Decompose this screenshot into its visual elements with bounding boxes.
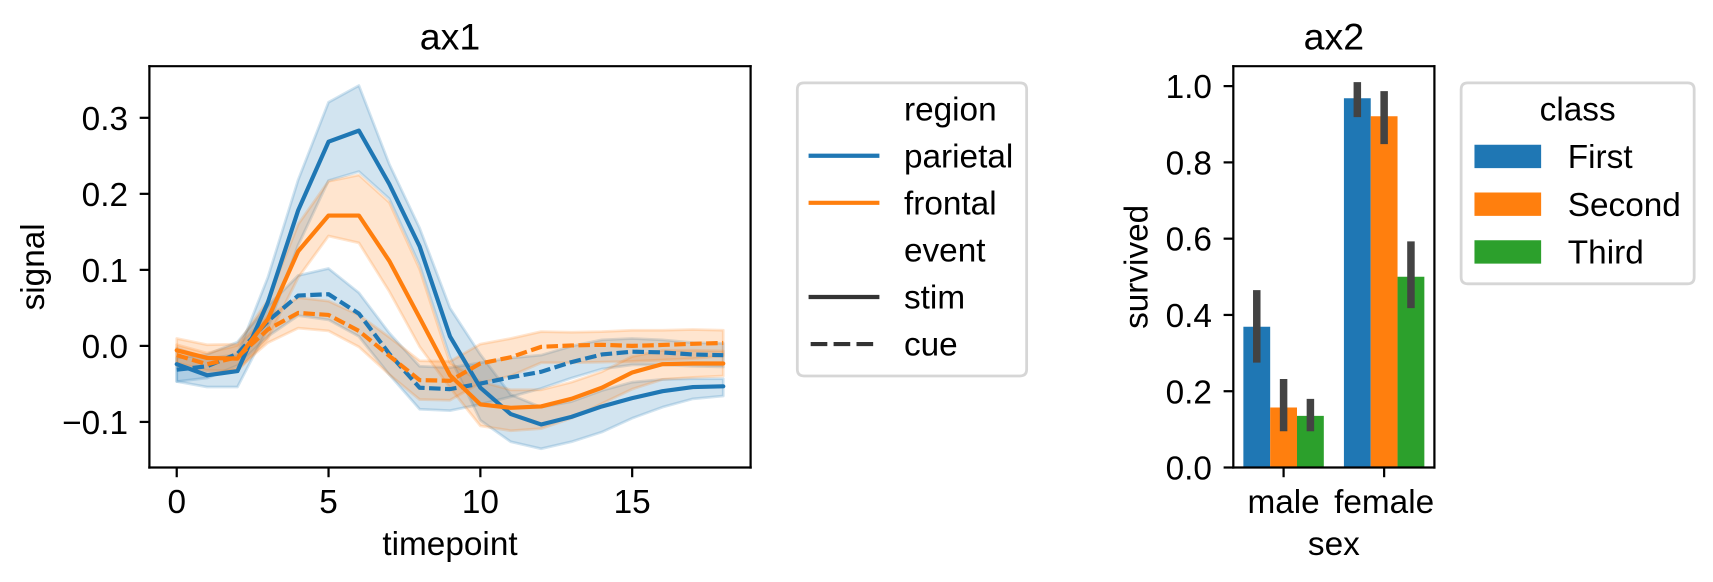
svg-text:10: 10: [462, 484, 499, 521]
svg-text:1.0: 1.0: [1166, 69, 1212, 106]
svg-text:Third: Third: [1568, 235, 1644, 272]
svg-text:signal: signal: [15, 223, 52, 310]
svg-text:male: male: [1247, 484, 1319, 521]
svg-text:cue: cue: [904, 327, 958, 364]
svg-text:0.3: 0.3: [82, 101, 128, 138]
svg-text:−0.1: −0.1: [62, 405, 128, 442]
svg-text:parietal: parietal: [904, 138, 1013, 175]
svg-text:0.2: 0.2: [82, 177, 128, 214]
svg-text:frontal: frontal: [904, 186, 997, 223]
svg-text:0.2: 0.2: [1166, 374, 1212, 411]
svg-text:sex: sex: [1308, 526, 1360, 563]
svg-text:class: class: [1540, 91, 1616, 128]
svg-text:0.0: 0.0: [1166, 451, 1212, 488]
svg-text:0.0: 0.0: [82, 329, 128, 366]
svg-text:survived: survived: [1119, 205, 1156, 329]
svg-text:0.1: 0.1: [82, 253, 128, 290]
svg-text:timepoint: timepoint: [382, 526, 518, 563]
svg-text:region: region: [904, 91, 997, 128]
svg-text:0.4: 0.4: [1166, 298, 1212, 335]
svg-text:5: 5: [319, 484, 338, 521]
svg-text:ax1: ax1: [420, 16, 480, 58]
svg-text:ax2: ax2: [1304, 16, 1364, 58]
svg-text:female: female: [1334, 484, 1434, 521]
svg-text:0: 0: [167, 484, 186, 521]
svg-text:Second: Second: [1568, 187, 1681, 224]
svg-text:stim: stim: [904, 280, 965, 317]
svg-text:First: First: [1568, 139, 1634, 176]
svg-text:event: event: [904, 233, 986, 270]
svg-text:0.8: 0.8: [1166, 145, 1212, 182]
svg-text:0.6: 0.6: [1166, 222, 1212, 259]
svg-text:15: 15: [614, 484, 651, 521]
